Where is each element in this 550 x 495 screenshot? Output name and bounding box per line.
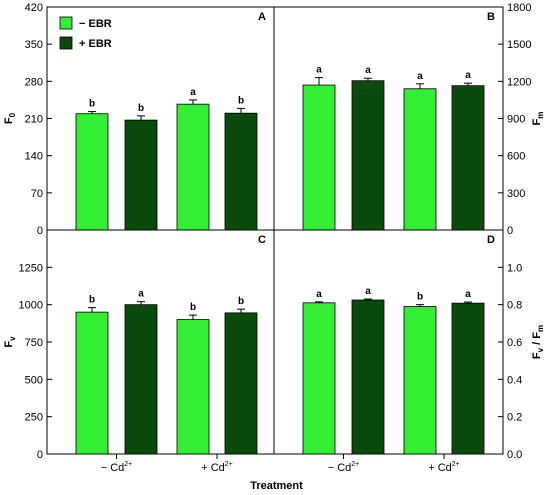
bar-C-minus-ebr-1 bbox=[176, 319, 210, 455]
sig-letter-C-0-0: b bbox=[89, 295, 95, 306]
y-tick-label-B-4: 1200 bbox=[507, 76, 531, 88]
bar-D-minus-ebr-0 bbox=[302, 302, 336, 455]
x-tick-label-sup: 2+ bbox=[225, 461, 233, 468]
x-tick-label-D-1: + Cd2+ bbox=[428, 461, 460, 474]
bar-B-minus-ebr-0 bbox=[302, 84, 336, 231]
sig-letter-C-1-0: a bbox=[138, 289, 144, 300]
x-tick-label-sup: 2+ bbox=[124, 461, 132, 468]
bar-D-plus-ebr-1 bbox=[451, 302, 485, 455]
sig-letter-D-1-1: a bbox=[465, 289, 471, 300]
bar-A-minus-ebr-1 bbox=[176, 103, 210, 231]
y-tick-label-D-3: 0.6 bbox=[507, 337, 522, 349]
y-tick-label-B-5: 1500 bbox=[507, 39, 531, 51]
panel-label-A: A bbox=[258, 11, 266, 23]
y-tick-label-A-0: 0 bbox=[37, 225, 43, 237]
y-tick-label-B-2: 600 bbox=[507, 151, 525, 163]
y-tick-label-C-2: 500 bbox=[25, 374, 43, 386]
y-tick-label-A-2: 140 bbox=[25, 151, 43, 163]
bar-A-minus-ebr-0 bbox=[75, 113, 109, 231]
y-axis-label-part-ylabel: F bbox=[3, 117, 15, 124]
y-axis-label-part-ylabel: F bbox=[3, 341, 15, 348]
panel-D bbox=[273, 229, 504, 459]
y-tick-label-A-5: 350 bbox=[25, 39, 43, 51]
x-axis-title: Treatment bbox=[250, 480, 303, 492]
bar-B-plus-ebr-1 bbox=[451, 85, 485, 231]
x-tick-label-C-1: + Cd2+ bbox=[201, 461, 233, 474]
panel-label-D: D bbox=[487, 234, 495, 246]
y-tick-label-A-1: 70 bbox=[31, 188, 43, 200]
x-tick-label-text: − Cd bbox=[101, 462, 125, 474]
y-axis-label-part-ylabel_sub2: m bbox=[536, 325, 545, 332]
y-tick-label-B-0: 0 bbox=[507, 225, 513, 237]
legend-label-plus-ebr: + EBR bbox=[79, 38, 112, 50]
y-tick-label-D-2: 0.4 bbox=[507, 374, 522, 386]
legend-label-minus-ebr: − EBR bbox=[79, 18, 112, 30]
bar-D-plus-ebr-0 bbox=[351, 299, 385, 455]
y-axis-label-part-ylabel_sub: v bbox=[8, 336, 17, 341]
y-tick-label-C-3: 750 bbox=[25, 337, 43, 349]
legend-swatch-minus-ebr bbox=[59, 16, 73, 30]
x-tick-label-text: + Cd bbox=[201, 462, 225, 474]
bar-B-plus-ebr-0 bbox=[351, 80, 385, 231]
sig-letter-B-1-1: a bbox=[465, 70, 471, 81]
y-axis-label-part-ylabel_sub: 0 bbox=[8, 112, 17, 117]
x-tick-label-sup: 2+ bbox=[452, 461, 460, 468]
y-tick-label-C-5: 1250 bbox=[19, 262, 43, 274]
sig-letter-A-1-1: b bbox=[238, 95, 244, 106]
sig-letter-D-1-0: a bbox=[365, 286, 371, 297]
y-axis-label-part-ylabel_sub: m bbox=[536, 112, 545, 119]
bar-C-minus-ebr-0 bbox=[75, 311, 109, 455]
y-tick-label-D-4: 0.8 bbox=[507, 300, 522, 312]
panel-label-B: B bbox=[487, 11, 495, 23]
y-tick-label-A-3: 210 bbox=[25, 114, 43, 126]
y-tick-label-A-4: 280 bbox=[25, 76, 43, 88]
x-tick-label-text: + Cd bbox=[428, 462, 452, 474]
y-tick-label-C-0: 0 bbox=[37, 449, 43, 461]
panel-B bbox=[273, 6, 504, 231]
y-axis-label-part-ylabel_mid: / F bbox=[531, 332, 543, 348]
sig-letter-B-0-1: a bbox=[417, 71, 423, 82]
x-tick-label-D-0: − Cd2+ bbox=[328, 461, 360, 474]
y-axis-label-B: Fm bbox=[531, 112, 545, 126]
sig-letter-A-0-1: a bbox=[190, 87, 196, 98]
legend-swatch-plus-ebr bbox=[59, 36, 73, 50]
bar-A-plus-ebr-0 bbox=[124, 119, 158, 231]
y-tick-label-A-6: 420 bbox=[25, 2, 43, 14]
x-tick-label-sup: 2+ bbox=[351, 461, 359, 468]
bar-D-minus-ebr-1 bbox=[403, 306, 437, 455]
sig-letter-B-0-0: a bbox=[316, 65, 322, 76]
y-tick-label-B-3: 900 bbox=[507, 114, 525, 126]
y-tick-label-C-1: 250 bbox=[25, 412, 43, 424]
sig-letter-D-0-0: a bbox=[316, 289, 322, 300]
sig-letter-A-0-0: b bbox=[89, 99, 95, 110]
bar-C-plus-ebr-0 bbox=[124, 304, 158, 455]
sig-letter-C-0-1: b bbox=[190, 302, 196, 313]
sig-letter-A-1-0: b bbox=[138, 103, 144, 114]
y-tick-label-D-1: 0.2 bbox=[507, 412, 522, 424]
y-axis-label-part-ylabel: F bbox=[531, 118, 543, 125]
bar-B-minus-ebr-1 bbox=[403, 88, 437, 231]
y-tick-label-B-1: 300 bbox=[507, 188, 525, 200]
bar-A-plus-ebr-1 bbox=[224, 112, 258, 231]
y-axis-label-C: Fv bbox=[3, 336, 17, 348]
y-axis-label-D: Fv / Fm bbox=[531, 325, 545, 359]
panel-C bbox=[46, 229, 275, 459]
y-axis-label-A: F0 bbox=[3, 112, 17, 124]
bar-C-plus-ebr-1 bbox=[224, 312, 258, 455]
sig-letter-C-1-1: b bbox=[238, 296, 244, 307]
x-tick-label-text: − Cd bbox=[328, 462, 352, 474]
y-tick-label-D-0: 0.0 bbox=[507, 449, 522, 461]
y-axis-label-part-ylabel_sub: v bbox=[536, 347, 545, 352]
sig-letter-D-0-1: b bbox=[417, 292, 423, 303]
x-tick-label-C-0: − Cd2+ bbox=[101, 461, 133, 474]
y-axis-label-part-ylabel: F bbox=[531, 352, 543, 359]
panel-label-C: C bbox=[258, 234, 266, 246]
y-tick-label-D-5: 1.0 bbox=[507, 262, 522, 274]
y-tick-label-B-6: 1800 bbox=[507, 2, 531, 14]
sig-letter-B-1-0: a bbox=[365, 65, 371, 76]
y-tick-label-C-4: 1000 bbox=[19, 300, 43, 312]
